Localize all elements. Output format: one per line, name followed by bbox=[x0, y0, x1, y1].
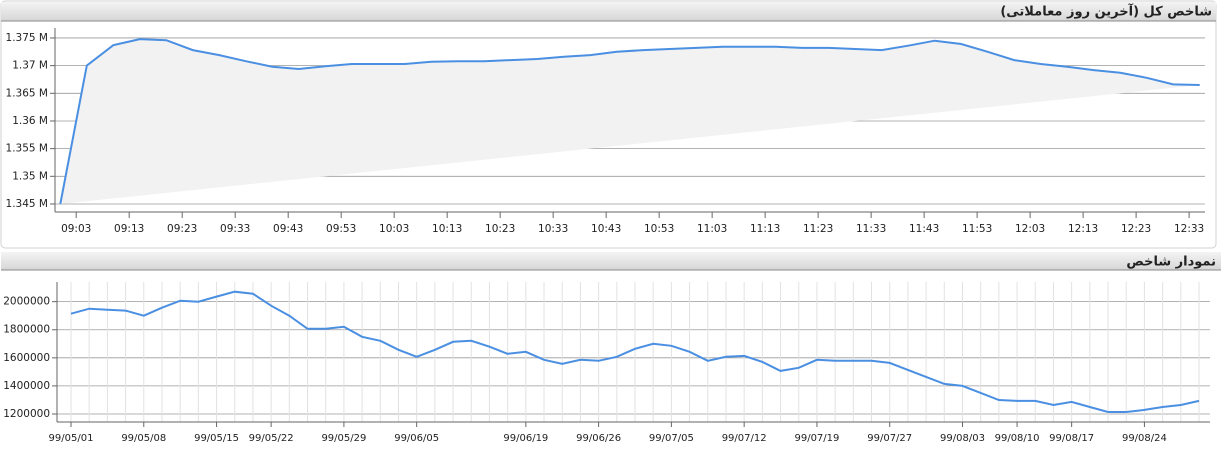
x-tick-label: 11:43 bbox=[909, 223, 939, 235]
y-tick-label: 1200000 bbox=[3, 408, 50, 420]
x-tick-label: 09:03 bbox=[61, 223, 91, 235]
x-tick-label: 12:23 bbox=[1121, 223, 1151, 235]
y-tick-label: 2000000 bbox=[3, 296, 50, 308]
x-tick-label: 09:23 bbox=[167, 223, 197, 235]
panel-title: شاخص کل (آخرین روز معاملاتی) bbox=[1000, 3, 1212, 20]
x-tick-label: 09:53 bbox=[326, 223, 356, 235]
x-tick-label: 99/05/15 bbox=[194, 433, 239, 444]
panel-header bbox=[1, 2, 1216, 21]
x-tick-label: 99/08/24 bbox=[1122, 433, 1167, 444]
x-tick-label: 99/07/27 bbox=[867, 433, 912, 444]
x-tick-label: 99/05/08 bbox=[121, 433, 166, 444]
x-tick-label: 10:53 bbox=[644, 223, 674, 235]
x-tick-label: 10:23 bbox=[485, 223, 515, 235]
y-tick-label: 1.365 M bbox=[6, 87, 48, 99]
y-tick-label: 1.355 M bbox=[6, 143, 48, 155]
x-tick-label: 11:23 bbox=[803, 223, 833, 235]
x-tick-label: 12:13 bbox=[1068, 223, 1098, 235]
x-tick-label: 09:13 bbox=[114, 223, 144, 235]
x-tick-label: 99/08/10 bbox=[995, 433, 1040, 444]
x-tick-label: 99/06/19 bbox=[503, 433, 548, 444]
y-tick-label: 1.375 M bbox=[6, 32, 48, 44]
x-tick-label: 99/06/26 bbox=[576, 433, 621, 444]
x-tick-label: 11:53 bbox=[962, 223, 992, 235]
x-tick-label: 99/08/17 bbox=[1049, 433, 1094, 444]
x-tick-label: 99/05/22 bbox=[249, 433, 294, 444]
x-tick-label: 12:03 bbox=[1015, 223, 1045, 235]
x-tick-label: 99/08/03 bbox=[940, 433, 985, 444]
x-tick-label: 10:13 bbox=[432, 223, 462, 235]
x-tick-label: 10:03 bbox=[379, 223, 409, 235]
line bbox=[70, 290, 1200, 413]
line bbox=[59, 38, 1200, 205]
y-tick-label: 1800000 bbox=[3, 324, 50, 336]
x-tick-label: 09:33 bbox=[220, 223, 250, 235]
panel-title: نمودار شاخص bbox=[1126, 255, 1216, 270]
x-tick-label: 11:03 bbox=[697, 223, 727, 235]
y-tick-label: 1.35 M bbox=[12, 170, 48, 182]
y-tick-label: 1.345 M bbox=[6, 198, 48, 210]
x-tick-label: 99/07/19 bbox=[794, 433, 839, 444]
x-tick-label: 99/06/05 bbox=[394, 433, 439, 444]
x-tick-label: 11:13 bbox=[750, 223, 780, 235]
x-tick-label: 99/07/05 bbox=[649, 433, 694, 444]
y-tick-label: 1.37 M bbox=[12, 60, 48, 72]
x-tick-label: 99/05/29 bbox=[321, 433, 366, 444]
x-tick-label: 12:33 bbox=[1174, 223, 1204, 235]
x-tick-label: 10:43 bbox=[591, 223, 621, 235]
area bbox=[60, 39, 1200, 204]
x-tick-label: 99/05/01 bbox=[49, 433, 94, 444]
x-tick-label: 09:43 bbox=[273, 223, 303, 235]
y-tick-label: 1600000 bbox=[3, 352, 50, 364]
x-tick-label: 99/07/12 bbox=[722, 433, 767, 444]
y-tick-label: 1400000 bbox=[3, 380, 50, 392]
panel-header bbox=[1, 252, 1221, 270]
x-tick-label: 11:33 bbox=[856, 223, 886, 235]
x-tick-label: 10:33 bbox=[538, 223, 568, 235]
y-tick-label: 1.36 M bbox=[12, 115, 48, 127]
